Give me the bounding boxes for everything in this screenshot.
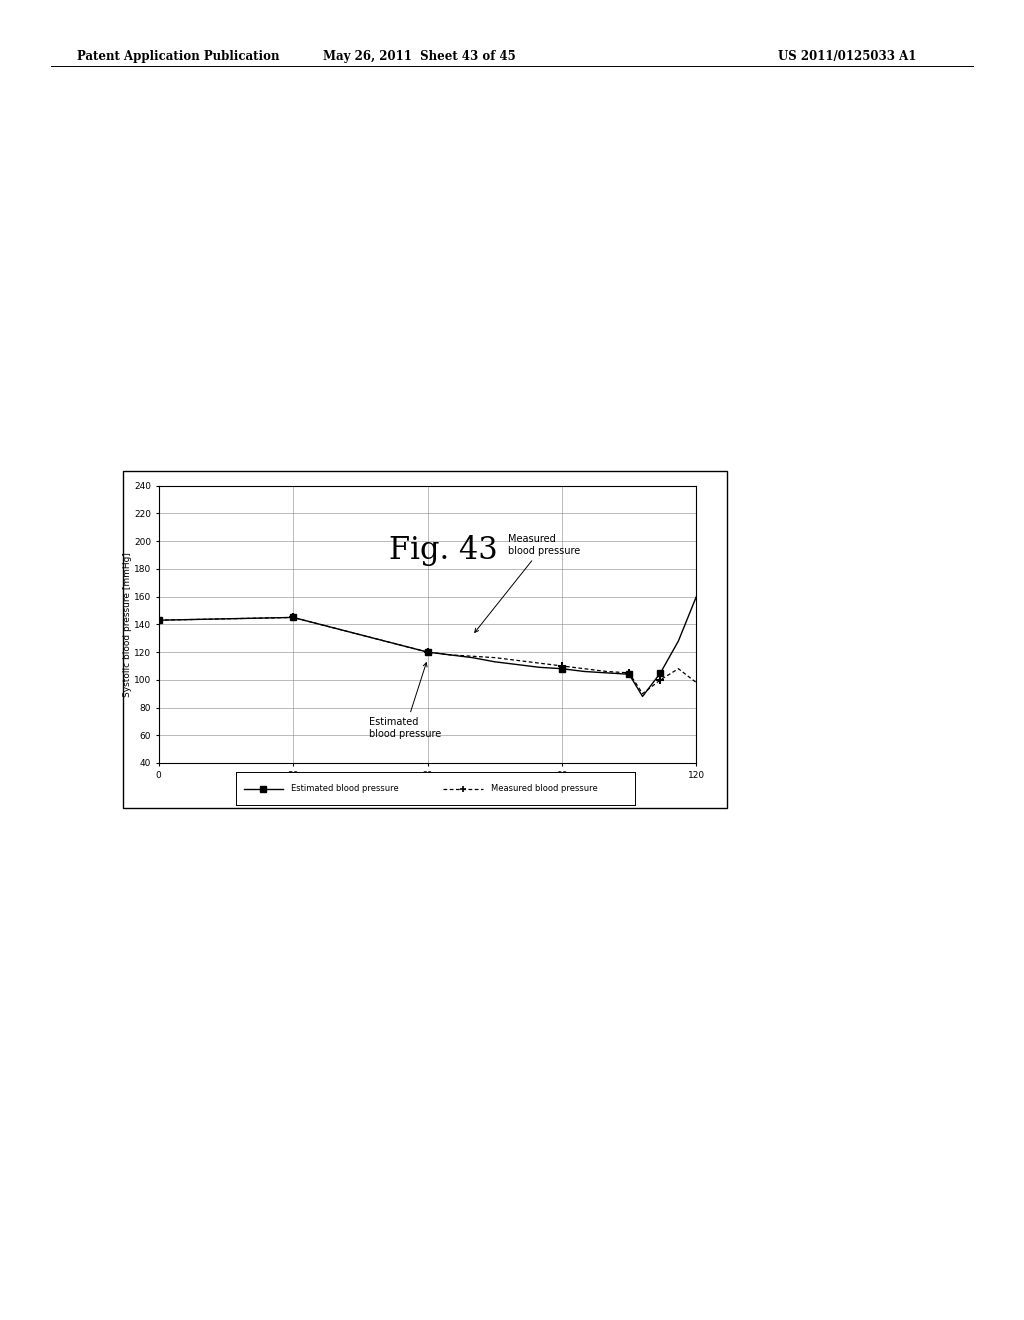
Text: Measured
blood pressure: Measured blood pressure (475, 535, 581, 632)
Y-axis label: Systolic blood pressure [mmHg]: Systolic blood pressure [mmHg] (124, 552, 132, 697)
Text: Measured blood pressure: Measured blood pressure (492, 784, 598, 793)
Text: US 2011/0125033 A1: US 2011/0125033 A1 (778, 50, 916, 63)
Text: Patent Application Publication: Patent Application Publication (77, 50, 280, 63)
Text: Estimated blood pressure: Estimated blood pressure (292, 784, 399, 793)
X-axis label: Time [min.]: Time [min.] (399, 785, 456, 795)
Text: Fig. 43: Fig. 43 (389, 535, 498, 565)
Text: Estimated
blood pressure: Estimated blood pressure (370, 663, 441, 739)
Text: May 26, 2011  Sheet 43 of 45: May 26, 2011 Sheet 43 of 45 (324, 50, 516, 63)
